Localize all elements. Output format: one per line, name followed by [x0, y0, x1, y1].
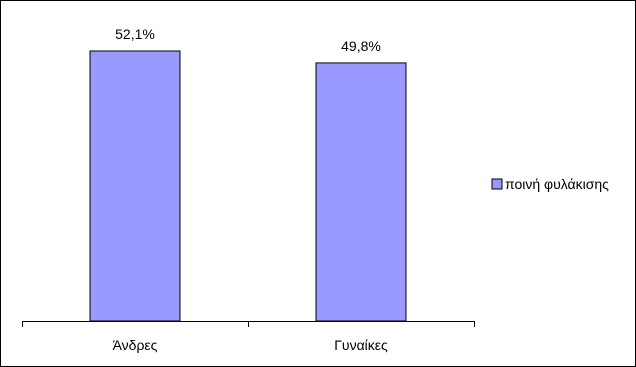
data-label-1: 52,1%	[115, 26, 155, 42]
x-tick-label-1: Άνδρες	[113, 337, 158, 353]
bar-1[interactable]	[89, 50, 181, 322]
legend-swatch	[491, 178, 503, 190]
bar-2[interactable]	[315, 62, 407, 322]
data-label-2: 49,8%	[341, 38, 381, 54]
x-tick-label-2: Γυναίκες	[334, 337, 388, 353]
legend-label: ποινή φυλάκισης	[505, 176, 609, 192]
